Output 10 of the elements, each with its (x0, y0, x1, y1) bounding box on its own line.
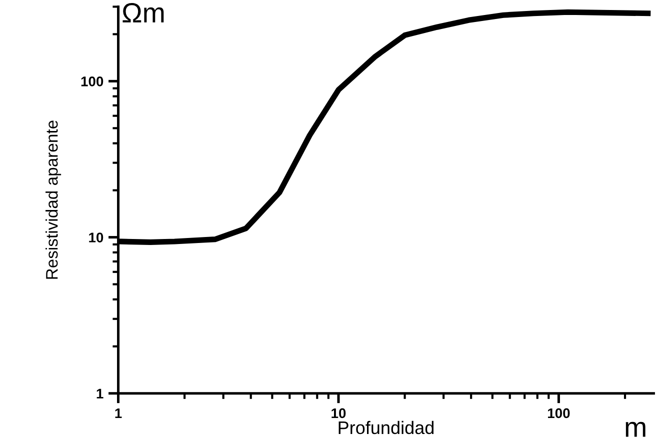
y-tick-label: 10 (89, 232, 104, 242)
y-tick-label: 1 (96, 388, 104, 398)
x-tick-label: 10 (332, 408, 346, 418)
annotation: Ωm (122, 2, 164, 22)
x-tick-label: 1 (115, 408, 122, 418)
y-tick-label: 100 (81, 76, 104, 86)
text: m (626, 422, 646, 437)
x-tick-label: 100 (548, 408, 570, 418)
x-axis-title: Profundidad (338, 420, 434, 434)
y-axis-title: Resistividad aparente (46, 120, 62, 279)
